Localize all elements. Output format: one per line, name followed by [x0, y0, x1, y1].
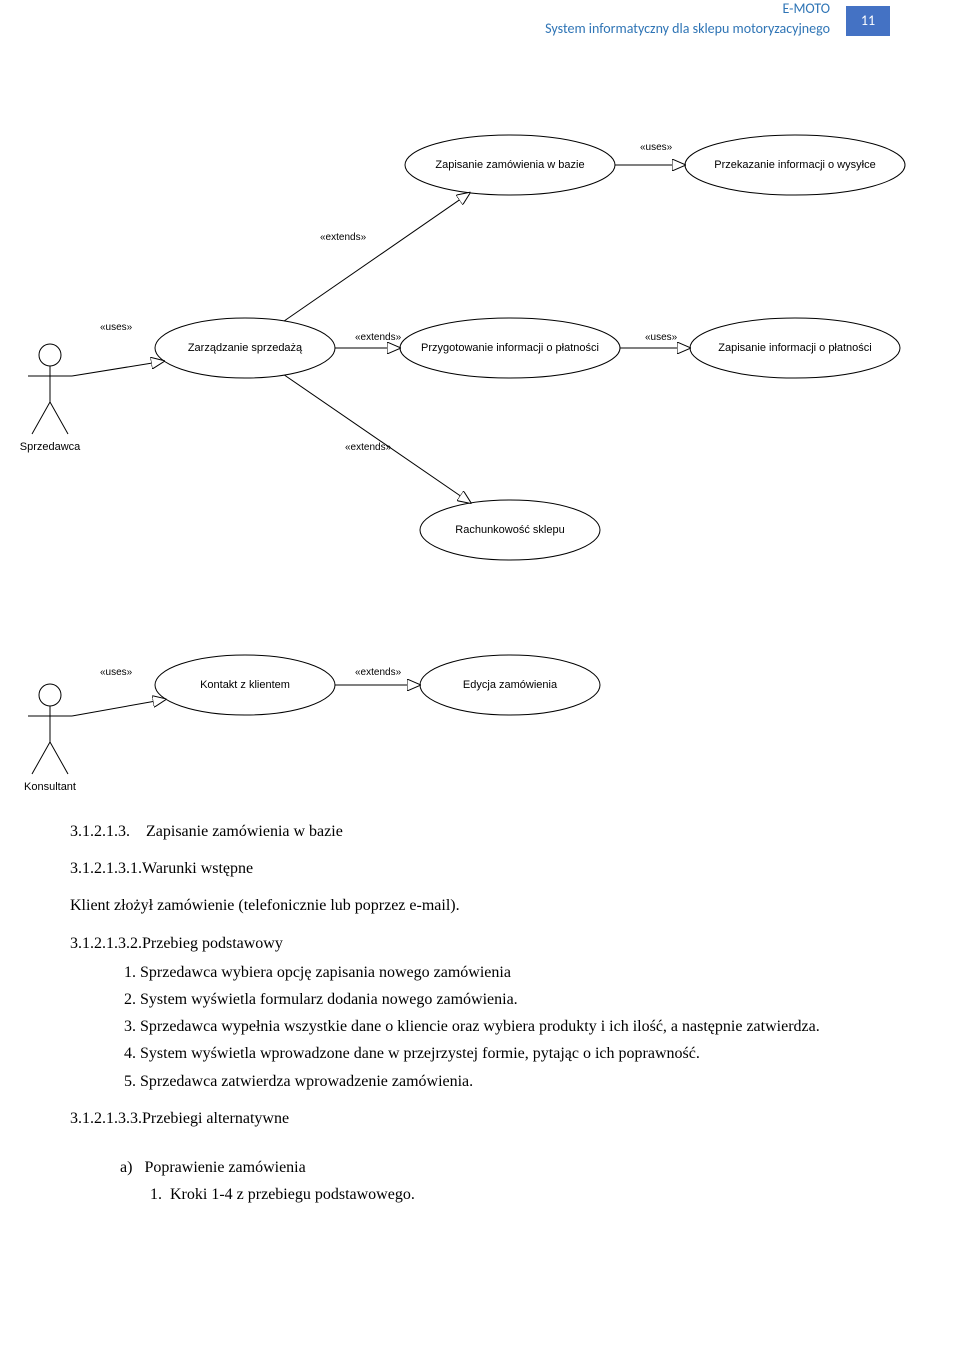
subsection-number: 3.1.2.1.3.3. — [70, 1110, 142, 1127]
actor-consultant: Konsultant — [24, 684, 76, 793]
subsection-title: Przebieg podstawowy — [142, 935, 283, 952]
edge-label: «extends» — [320, 232, 367, 243]
subsection-title: Warunki wstępne — [142, 860, 253, 877]
usecase-label: Zarządzanie sprzedażą — [188, 342, 303, 354]
usecase-label: Zapisanie zamówienia w bazie — [435, 159, 584, 171]
usecase-przekazanie: Przekazanie informacji o wysyłce — [685, 135, 905, 195]
edge-label: «uses» — [640, 142, 673, 153]
diagram-svg: Sprzedawca Konsultant Zarządzanie sprzedaż… — [20, 70, 930, 810]
actor-seller: Sprzedawca — [20, 344, 81, 453]
usecase-label: Zapisanie informacji o płatności — [718, 342, 871, 354]
usecase-label: Przygotowanie informacji o płatności — [421, 342, 599, 354]
edge-label: «extends» — [355, 667, 402, 678]
list-item: System wyświetla wprowadzone dane w prze… — [140, 1042, 890, 1065]
actor-label: Sprzedawca — [20, 441, 81, 453]
usecase-kontakt: Kontakt z klientem — [155, 655, 335, 715]
usecase-zarzadzanie: Zarządzanie sprzedażą — [155, 318, 335, 378]
usecase-edycja: Edycja zamówienia — [420, 655, 600, 715]
alt-label: a) — [120, 1159, 132, 1176]
list-item: Sprzedawca wybiera opcję zapisania noweg… — [140, 961, 890, 984]
actor-label: Konsultant — [24, 781, 76, 793]
edge-label: «uses» — [645, 332, 678, 343]
usecase-zapis_baza: Zapisanie zamówienia w bazie — [405, 135, 615, 195]
use-case-diagram: SprzedawcaKonsultantZarządzanie sprzedaż… — [70, 70, 890, 790]
list-item: Sprzedawca wypełnia wszystkie dane o kli… — [140, 1015, 890, 1038]
header-title: E-MOTO — [783, 0, 831, 17]
edge-label: «extends» — [345, 442, 392, 453]
edge — [72, 361, 164, 376]
section-title: Zapisanie zamówienia w bazie — [146, 823, 343, 840]
alt-item: a) Poprawienie zamówienia 1. Kroki 1-4 z… — [120, 1156, 890, 1206]
document-page: E-MOTO System informatyczny dla sklepu m… — [0, 0, 960, 1355]
usecase-label: Kontakt z klientem — [200, 679, 290, 691]
warunki-body: Klient złożył zamówienie (telefonicznie … — [70, 894, 890, 917]
usecase-zapis_platnosci: Zapisanie informacji o płatności — [690, 318, 900, 378]
usecase-rachunkowosc: Rachunkowość sklepu — [420, 500, 600, 560]
edge-label: «extends» — [355, 332, 402, 343]
document-body: 3.1.2.1.3. Zapisanie zamówienia w bazie … — [70, 820, 890, 1206]
usecase-przygotowanie: Przygotowanie informacji o płatności — [400, 318, 620, 378]
header-subtitle: System informatyczny dla sklepu motoryza… — [545, 20, 830, 37]
alt-step: 1. Kroki 1-4 z przebiegu podstawowego. — [120, 1183, 890, 1206]
section-warunki: 3.1.2.1.3.1.Warunki wstępne Klient złoży… — [70, 857, 890, 917]
usecase-label: Przekazanie informacji o wysyłce — [714, 159, 875, 171]
subsection-title: Przebiegi alternatywne — [142, 1110, 289, 1127]
edge — [284, 193, 470, 321]
section-number: 3.1.2.1.3. — [70, 823, 130, 840]
edge-label: «uses» — [100, 322, 133, 333]
edge-label: «uses» — [100, 667, 133, 678]
page-header: E-MOTO System informatyczny dla sklepu m… — [70, 0, 890, 50]
list-item: System wyświetla formularz dodania noweg… — [140, 988, 890, 1011]
list-item: Sprzedawca zatwierdza wprowadzenie zamów… — [140, 1070, 890, 1093]
section-alternatywne: 3.1.2.1.3.3.Przebiegi alternatywne a) Po… — [70, 1107, 890, 1207]
alt-title: Poprawienie zamówienia — [144, 1159, 305, 1176]
section-3-1-2-1-3: 3.1.2.1.3. Zapisanie zamówienia w bazie — [70, 820, 890, 843]
usecase-label: Rachunkowość sklepu — [455, 524, 564, 536]
subsection-number: 3.1.2.1.3.2. — [70, 935, 142, 952]
steps-list: Sprzedawca wybiera opcję zapisania noweg… — [70, 961, 890, 1093]
section-przebieg: 3.1.2.1.3.2.Przebieg podstawowy Sprzedaw… — [70, 932, 890, 1093]
page-number-badge: 11 — [846, 6, 890, 36]
edge — [284, 375, 470, 503]
usecase-label: Edycja zamówienia — [463, 679, 558, 691]
subsection-number: 3.1.2.1.3.1. — [70, 860, 142, 877]
edge — [72, 699, 166, 716]
